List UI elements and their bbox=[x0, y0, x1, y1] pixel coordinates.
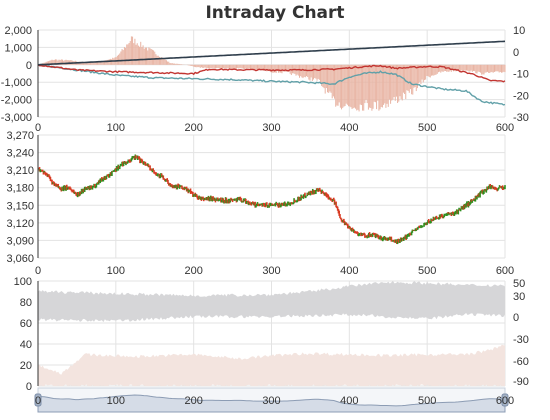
y-tick-label: 3,210 bbox=[6, 165, 34, 177]
slider-label: 0 bbox=[35, 395, 41, 407]
x-tick-label: 400 bbox=[340, 265, 358, 277]
x-tick-label: 600 bbox=[496, 265, 514, 277]
y-right-tick-label: -10 bbox=[513, 69, 529, 81]
y-tick-label: -2,000 bbox=[1, 95, 32, 107]
x-tick-label: 100 bbox=[107, 265, 125, 277]
y-right-tick-label: -60 bbox=[513, 356, 529, 368]
x-tick-label: 300 bbox=[262, 122, 280, 134]
x-tick-label: 500 bbox=[418, 265, 436, 277]
x-tick-label: 300 bbox=[262, 265, 280, 277]
x-tick-label: 500 bbox=[418, 122, 436, 134]
slider-handle-left[interactable] bbox=[34, 393, 42, 407]
y-tick-label: 0 bbox=[26, 60, 32, 72]
slider-label: 600 bbox=[496, 395, 514, 407]
lower-band-area bbox=[38, 344, 505, 386]
y-right-tick-label: -30 bbox=[513, 112, 529, 124]
slider-label: 500 bbox=[418, 395, 436, 407]
upper-band-area bbox=[38, 280, 505, 323]
y-tick-label: -1,000 bbox=[1, 77, 32, 89]
y-tick-label: 40 bbox=[20, 339, 32, 351]
x-tick-label: 400 bbox=[340, 122, 358, 134]
slider-handle-right[interactable] bbox=[501, 393, 509, 407]
slider-label: 100 bbox=[107, 395, 125, 407]
y-right-tick-label: -90 bbox=[513, 376, 529, 388]
chart-title: Intraday Chart bbox=[205, 3, 345, 23]
slider-label: 300 bbox=[262, 395, 280, 407]
y-tick-label: 80 bbox=[20, 297, 32, 309]
x-tick-label: 0 bbox=[35, 122, 41, 134]
y-tick-label: 60 bbox=[20, 318, 32, 330]
y-right-tick-label: 0 bbox=[513, 47, 519, 59]
y-right-tick-label: -20 bbox=[513, 90, 529, 102]
y-tick-label: 3,270 bbox=[6, 130, 34, 142]
slider-label: 200 bbox=[184, 395, 202, 407]
y-tick-label: 3,120 bbox=[6, 218, 34, 230]
x-tick-label: 600 bbox=[496, 122, 514, 134]
y-right-tick-label: 0 bbox=[513, 312, 519, 324]
y-right-tick-label: 10 bbox=[513, 25, 525, 37]
x-tick-label: 0 bbox=[35, 265, 41, 277]
y-right-tick-label: 30 bbox=[513, 291, 525, 303]
y-tick-label: 20 bbox=[20, 360, 32, 372]
y-tick-label: 100 bbox=[14, 276, 32, 288]
y-right-tick-label: 50 bbox=[513, 278, 525, 290]
y-right-tick-label: -30 bbox=[513, 334, 529, 346]
y-tick-label: 3,180 bbox=[6, 183, 34, 195]
y-tick-label: 3,090 bbox=[6, 235, 34, 247]
y-tick-label: 3,150 bbox=[6, 200, 34, 212]
slider-label: 400 bbox=[340, 395, 358, 407]
x-tick-label: 200 bbox=[184, 122, 202, 134]
x-tick-label: 100 bbox=[107, 122, 125, 134]
x-tick-label: 200 bbox=[184, 265, 202, 277]
y-tick-label: 3,240 bbox=[6, 148, 34, 160]
y-tick-label: -3,000 bbox=[1, 112, 32, 124]
red-series-line bbox=[37, 64, 506, 83]
y-tick-label: 2,000 bbox=[4, 25, 32, 37]
slider-preview-area bbox=[37, 394, 506, 413]
teal-series-line bbox=[37, 63, 506, 106]
y-tick-label: 0 bbox=[26, 381, 32, 393]
y-tick-label: 1,000 bbox=[4, 42, 32, 54]
y-tick-label: 3,060 bbox=[6, 253, 34, 265]
dark-series-line bbox=[37, 40, 506, 66]
